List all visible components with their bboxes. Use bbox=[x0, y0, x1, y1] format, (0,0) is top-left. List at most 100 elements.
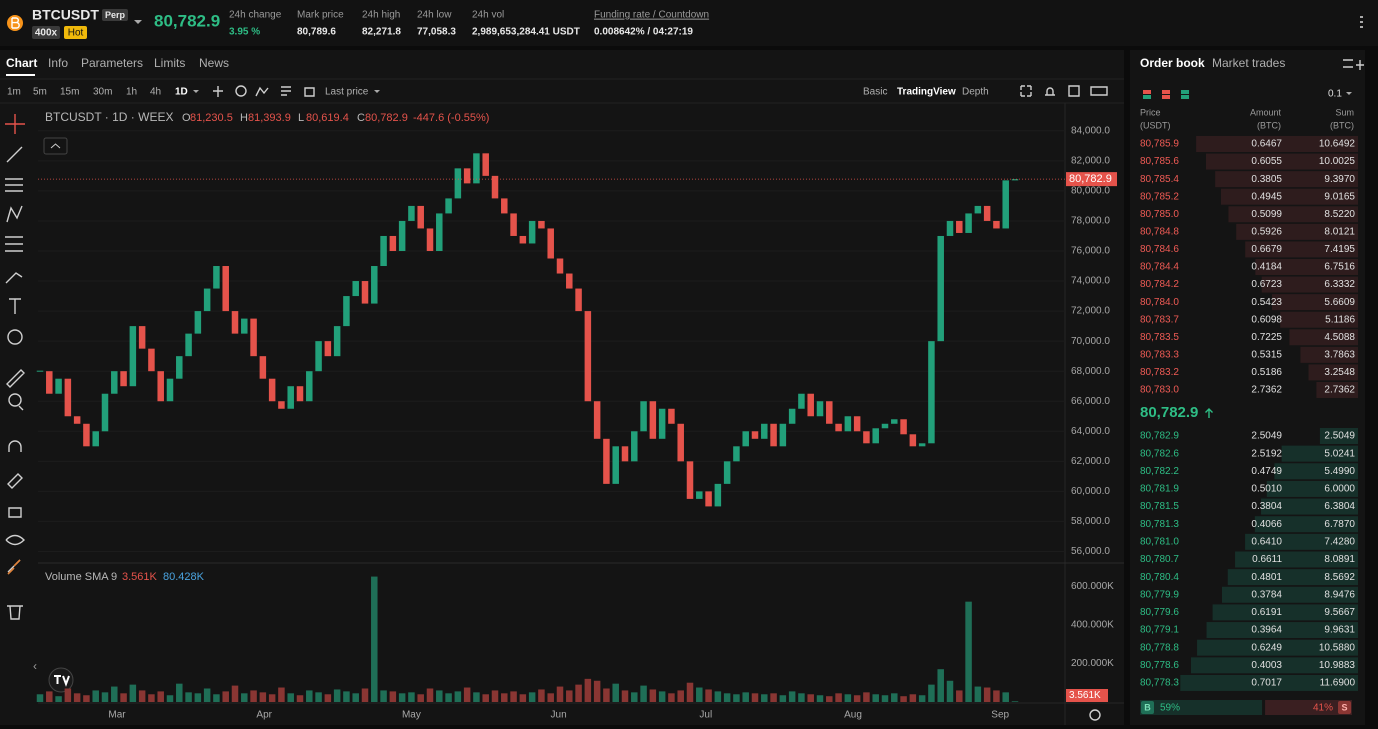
interval[interactable]: 1h bbox=[126, 87, 137, 98]
volume-bar bbox=[426, 688, 434, 702]
volume-bar bbox=[983, 687, 991, 702]
layout-icon[interactable] bbox=[1162, 90, 1170, 94]
candle bbox=[296, 386, 304, 402]
ob-sum: 4.5088 bbox=[1324, 332, 1355, 343]
precision[interactable]: 0.1 bbox=[1328, 89, 1342, 100]
top-bar bbox=[0, 0, 1378, 46]
candle bbox=[92, 431, 99, 447]
interval[interactable]: 4h bbox=[150, 87, 161, 98]
ob-sum: 8.9476 bbox=[1324, 589, 1355, 600]
volume-bar bbox=[278, 687, 285, 702]
interval[interactable]: 1D bbox=[175, 87, 188, 98]
volume-bar bbox=[798, 693, 805, 702]
tab[interactable]: Limits bbox=[154, 56, 185, 70]
depth-bar bbox=[1235, 551, 1358, 568]
candle bbox=[918, 443, 926, 447]
collapse-glyph bbox=[50, 143, 61, 149]
volume-bar bbox=[436, 690, 443, 702]
ob-tab[interactable]: Order book bbox=[1140, 56, 1205, 70]
volume-bar bbox=[937, 669, 944, 702]
dropdown-arrow[interactable] bbox=[134, 20, 142, 24]
candle bbox=[157, 371, 164, 402]
candle bbox=[473, 153, 480, 184]
candle bbox=[844, 416, 852, 432]
volume-bar bbox=[566, 690, 573, 702]
candle bbox=[863, 431, 870, 444]
view-option[interactable]: TradingView bbox=[897, 87, 956, 98]
volume-bar bbox=[612, 683, 619, 702]
symbol[interactable]: BTCUSDT bbox=[32, 7, 99, 23]
ob-price: 80,778.3 bbox=[1140, 678, 1179, 689]
volume-bar bbox=[807, 694, 814, 702]
volume-bar bbox=[408, 692, 415, 702]
volume-bar bbox=[770, 693, 777, 702]
tab[interactable]: Chart bbox=[6, 56, 37, 70]
volume-bar bbox=[46, 691, 53, 702]
ob-sum: 5.6609 bbox=[1324, 297, 1355, 308]
volume-bar bbox=[222, 691, 229, 702]
candle bbox=[807, 393, 814, 417]
layout-icon[interactable] bbox=[1143, 90, 1151, 94]
interval[interactable]: 1m bbox=[7, 87, 21, 98]
price-type[interactable]: Last price bbox=[325, 87, 369, 98]
stat-value: 0.008642% / 04:27:19 bbox=[594, 27, 693, 38]
menu-icon[interactable] bbox=[1360, 16, 1363, 28]
candle bbox=[584, 311, 592, 402]
candle bbox=[222, 266, 229, 312]
volume-bar bbox=[380, 690, 387, 702]
collapse-button[interactable] bbox=[43, 137, 68, 155]
depth-bar bbox=[1261, 276, 1358, 293]
volume-bar bbox=[501, 693, 508, 702]
ob-sum: 10.5880 bbox=[1319, 642, 1356, 653]
y-tick-label: 74,000.0 bbox=[1071, 276, 1110, 287]
volume-bar bbox=[965, 601, 972, 702]
candle bbox=[83, 423, 90, 447]
ob-column-header: Amount bbox=[1250, 107, 1282, 117]
layout-icon[interactable] bbox=[1181, 90, 1189, 94]
ob-sum: 7.4195 bbox=[1324, 244, 1355, 255]
volume-bar bbox=[268, 694, 276, 702]
interval[interactable]: 5m bbox=[33, 87, 47, 98]
ob-sum: 7.4280 bbox=[1324, 536, 1355, 547]
ob-sum: 11.6900 bbox=[1320, 678, 1356, 689]
tab[interactable]: Parameters bbox=[81, 56, 143, 70]
legend-value: 80,619.4 bbox=[306, 112, 349, 124]
depth-bar bbox=[1215, 171, 1358, 188]
candle bbox=[138, 326, 146, 349]
view-option[interactable]: Basic bbox=[863, 87, 887, 98]
view-option[interactable]: Depth bbox=[962, 87, 989, 98]
tab[interactable]: News bbox=[199, 56, 229, 70]
toolbar-icons bbox=[213, 59, 1364, 97]
volume-bar bbox=[352, 693, 359, 702]
interval[interactable]: 30m bbox=[93, 87, 112, 98]
ob-column-header: (BTC) bbox=[1257, 120, 1281, 130]
candle bbox=[389, 235, 397, 251]
settings-icon[interactable] bbox=[1089, 709, 1101, 721]
candle bbox=[631, 431, 638, 462]
volume-legend: Volume SMA 9 bbox=[45, 571, 117, 583]
ob-price: 80,785.2 bbox=[1140, 191, 1179, 202]
volume-bar bbox=[668, 693, 675, 702]
volume-bar bbox=[779, 695, 787, 702]
candle bbox=[853, 416, 861, 432]
volume-bar bbox=[361, 688, 369, 702]
candle bbox=[956, 220, 963, 233]
candle bbox=[993, 220, 1000, 229]
perp-badge: Perp bbox=[105, 10, 126, 20]
volume-bar bbox=[593, 680, 601, 702]
last-price: 80,782.9 bbox=[154, 11, 220, 30]
tab[interactable]: Info bbox=[48, 56, 68, 70]
collapse-arrow[interactable]: ‹ bbox=[33, 659, 37, 673]
candle bbox=[705, 491, 712, 507]
volume-bar bbox=[454, 691, 462, 702]
leverage-badge[interactable]: 400x bbox=[35, 28, 58, 39]
volume-bar bbox=[463, 687, 471, 702]
buy-tag-bg bbox=[1141, 701, 1154, 714]
ob-tab[interactable]: Market trades bbox=[1212, 56, 1285, 70]
volume-bar bbox=[176, 683, 183, 702]
volume-bar bbox=[733, 694, 740, 702]
interval[interactable]: 15m bbox=[60, 87, 79, 98]
depth-bar bbox=[1274, 463, 1358, 480]
volume-bar bbox=[101, 692, 109, 702]
candle bbox=[798, 393, 805, 409]
